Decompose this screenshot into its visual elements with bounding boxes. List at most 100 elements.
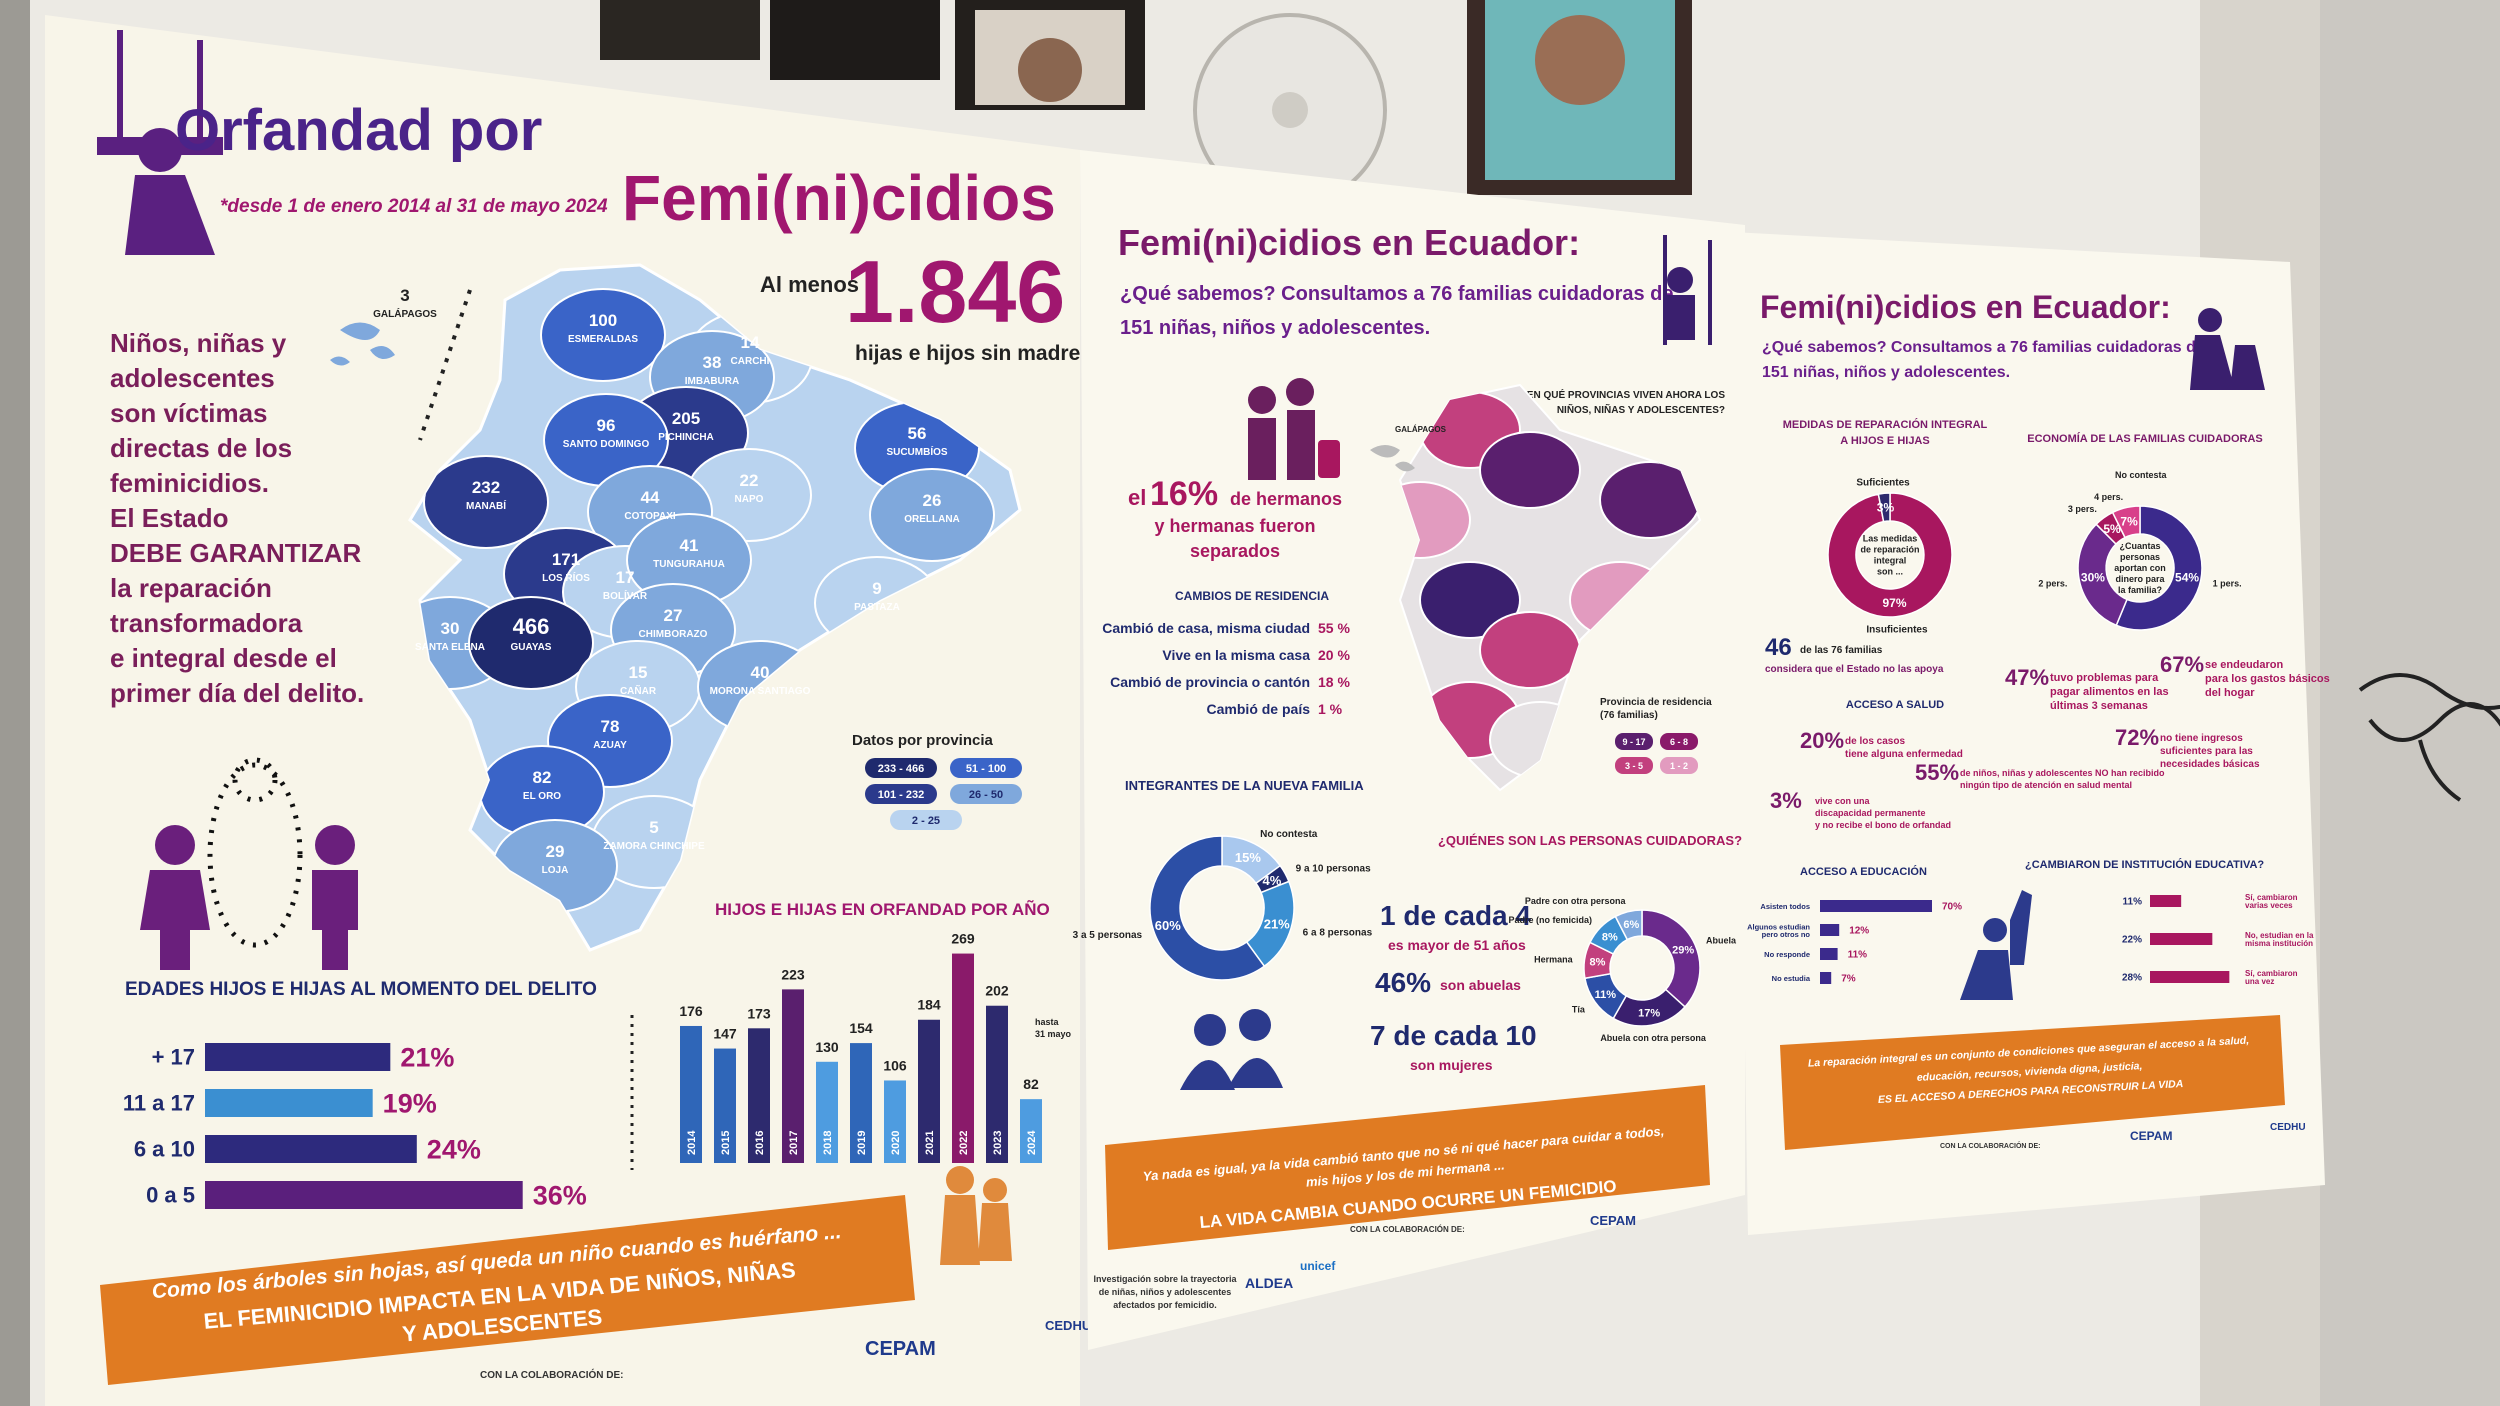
logo: CEPAM <box>1590 1213 1636 1228</box>
donut-center: ¿Cuantas <box>2119 541 2160 551</box>
category-label: No contesta <box>1260 829 1318 840</box>
section-title: A HIJOS E HIJAS <box>1840 435 1929 447</box>
stat-text: necesidades básicas <box>2160 759 2260 770</box>
category-label: pero otros no <box>1762 930 1811 939</box>
value-label: 147 <box>713 1026 737 1042</box>
province-value: 40 <box>751 663 770 682</box>
value-label: 24% <box>427 1134 481 1164</box>
note: 31 mayo <box>1035 1029 1072 1039</box>
bar <box>2150 895 2182 907</box>
stat-text: es mayor de 51 años <box>1388 937 1526 953</box>
value-label: 17% <box>1638 1007 1660 1019</box>
intro: ¿Qué sabemos? Consultamos a 76 familias … <box>1762 339 2205 356</box>
galapagos-islands <box>1370 445 1415 472</box>
family-icon <box>1248 386 1276 414</box>
category-label: varias veces <box>2245 901 2293 910</box>
frame <box>770 0 940 80</box>
legend-pill <box>950 784 1022 804</box>
value-label: 8% <box>1589 957 1605 969</box>
map-region <box>1479 611 1581 689</box>
frame <box>600 0 760 60</box>
stat-text: vive con una <box>1815 796 1871 806</box>
x-tick-label: 2018 <box>822 1131 834 1155</box>
logo: ALDEA <box>1245 1275 1293 1291</box>
collab-label: CON LA COLABORACIÓN DE: <box>1940 1141 2040 1150</box>
research-note: de niñas, niños y adolescentes <box>1099 1287 1232 1297</box>
collab-label: CON LA COLABORACIÓN DE: <box>480 1368 624 1381</box>
stat: 3% <box>1770 788 1802 813</box>
category-label: 9 a 10 personas <box>1296 864 1371 875</box>
donut-segment <box>2115 505 2203 631</box>
province-value: 30 <box>441 619 460 638</box>
bar <box>205 1043 391 1071</box>
category-label: 11 a 17 <box>123 1091 195 1116</box>
board-frame <box>0 0 30 1406</box>
category-label: No responde <box>1764 950 1810 959</box>
province-name: GALÁPAGOS <box>373 307 437 320</box>
value-label: 19% <box>383 1088 437 1118</box>
stat: 16% <box>1150 475 1218 513</box>
province-name: COTOPAXI <box>624 511 676 522</box>
stat: 20% <box>1800 728 1844 753</box>
province-name: SANTO DOMINGO <box>563 439 650 450</box>
scribble <box>2358 673 2500 802</box>
province-value: 78 <box>601 717 620 736</box>
category-label: Abuela con otra persona <box>1600 1033 1707 1043</box>
province-value: 38 <box>703 353 722 372</box>
stat: 7 de cada 10 <box>1370 1020 1537 1051</box>
donut-segment <box>1614 909 1643 941</box>
children-icon <box>1239 1009 1271 1041</box>
chart-title: EDADES HIJOS E HIJAS AL MOMENTO DEL DELI… <box>125 979 597 1000</box>
value-label: 7% <box>1841 974 1856 985</box>
swing-icon <box>97 30 223 155</box>
bar <box>1820 948 1838 960</box>
donut-center: de reparación <box>1860 545 1919 555</box>
poster <box>1732 232 2325 1235</box>
donut-segment <box>1827 492 1953 618</box>
bar <box>2150 933 2213 945</box>
children-icon <box>1665 295 1695 340</box>
row-label: Cambió de país <box>1207 701 1311 717</box>
category-label: 4 pers. <box>2094 492 2123 502</box>
value-label: 36% <box>533 1180 587 1210</box>
stat-text: discapacidad permanente <box>1815 808 1926 818</box>
photo-face <box>1018 38 1082 102</box>
section-title: MEDIDAS DE REPARACIÓN INTEGRAL <box>1783 418 1988 431</box>
stat-text: del hogar <box>2205 687 2255 699</box>
subtitle: *desde 1 de enero 2014 al 31 de mayo 202… <box>220 196 608 217</box>
province-name: MORONA SANTIAGO <box>710 686 811 697</box>
suitcase-icon <box>1318 440 1340 478</box>
province-name: CAÑAR <box>620 684 657 697</box>
category-label: 3 a 5 personas <box>1073 930 1143 941</box>
donut-segment <box>1877 492 1891 523</box>
province-value: 14 <box>741 333 760 352</box>
province-value: 44 <box>641 488 660 507</box>
stat-text: de hermanos <box>1230 489 1342 509</box>
message: adolescentes <box>110 363 275 393</box>
province-region <box>540 288 666 382</box>
value-label: 4% <box>1263 873 1282 888</box>
stat-text: no tiene ingresos <box>2160 733 2243 744</box>
bar <box>816 1061 838 1163</box>
map-region <box>1599 461 1700 539</box>
province-value: 41 <box>680 536 699 555</box>
x-tick-label: 2016 <box>754 1131 766 1155</box>
stat-text: separados <box>1190 541 1280 561</box>
province-name: LOS RÍOS <box>542 571 590 584</box>
footer-band <box>1780 1015 2285 1150</box>
children-icon <box>2190 335 2265 390</box>
stat-text: pagar alimentos en las <box>2050 686 2169 698</box>
value-label: 223 <box>781 966 805 982</box>
title: Femi(ni)cidios en Ecuador: <box>1118 222 1580 263</box>
category-label: 6 a 10 <box>134 1137 195 1162</box>
donut-center: dinero para <box>2115 574 2165 584</box>
title: Femi(ni)cidios en Ecuador: <box>1760 289 2171 325</box>
map-region <box>1400 481 1471 559</box>
research-note: Investigación sobre la trayectoria <box>1093 1274 1237 1284</box>
map-region <box>1479 431 1581 509</box>
province-name: ESMERALDAS <box>568 334 638 345</box>
legend-label: 51 - 100 <box>966 763 1006 775</box>
photo-face <box>1535 15 1625 105</box>
value-label: 60% <box>1155 918 1181 933</box>
children-icon <box>2198 308 2222 332</box>
